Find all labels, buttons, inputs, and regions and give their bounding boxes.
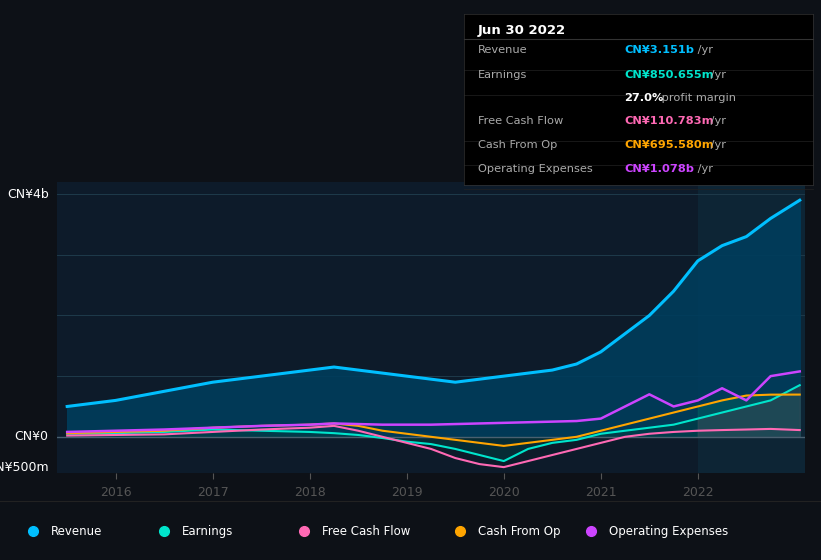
Text: /yr: /yr <box>707 116 726 127</box>
Bar <box>698 182 810 473</box>
Text: Operating Expenses: Operating Expenses <box>478 164 593 174</box>
Text: Earnings: Earnings <box>478 71 527 81</box>
Text: /yr: /yr <box>695 45 713 55</box>
Text: CN¥695.580m: CN¥695.580m <box>624 141 714 151</box>
Text: Jun 30 2022: Jun 30 2022 <box>478 24 566 38</box>
Text: CN¥0: CN¥0 <box>15 430 48 444</box>
Text: Free Cash Flow: Free Cash Flow <box>478 116 563 127</box>
Text: CN¥110.783m: CN¥110.783m <box>624 116 714 127</box>
Text: 27.0%: 27.0% <box>624 92 663 102</box>
Text: /yr: /yr <box>695 164 713 174</box>
Text: Earnings: Earnings <box>182 525 234 538</box>
Text: Free Cash Flow: Free Cash Flow <box>322 525 410 538</box>
Text: CN¥1.078b: CN¥1.078b <box>624 164 695 174</box>
Text: Cash From Op: Cash From Op <box>478 525 560 538</box>
Text: CN¥4b: CN¥4b <box>7 188 48 200</box>
Text: CN¥850.655m: CN¥850.655m <box>624 71 714 81</box>
Text: profit margin: profit margin <box>658 92 736 102</box>
Text: CN¥3.151b: CN¥3.151b <box>624 45 695 55</box>
Text: /yr: /yr <box>707 71 726 81</box>
Text: Operating Expenses: Operating Expenses <box>609 525 728 538</box>
Text: /yr: /yr <box>707 141 726 151</box>
Text: -CN¥500m: -CN¥500m <box>0 461 48 474</box>
Text: Revenue: Revenue <box>51 525 103 538</box>
Text: Revenue: Revenue <box>478 45 527 55</box>
Text: Cash From Op: Cash From Op <box>478 141 557 151</box>
